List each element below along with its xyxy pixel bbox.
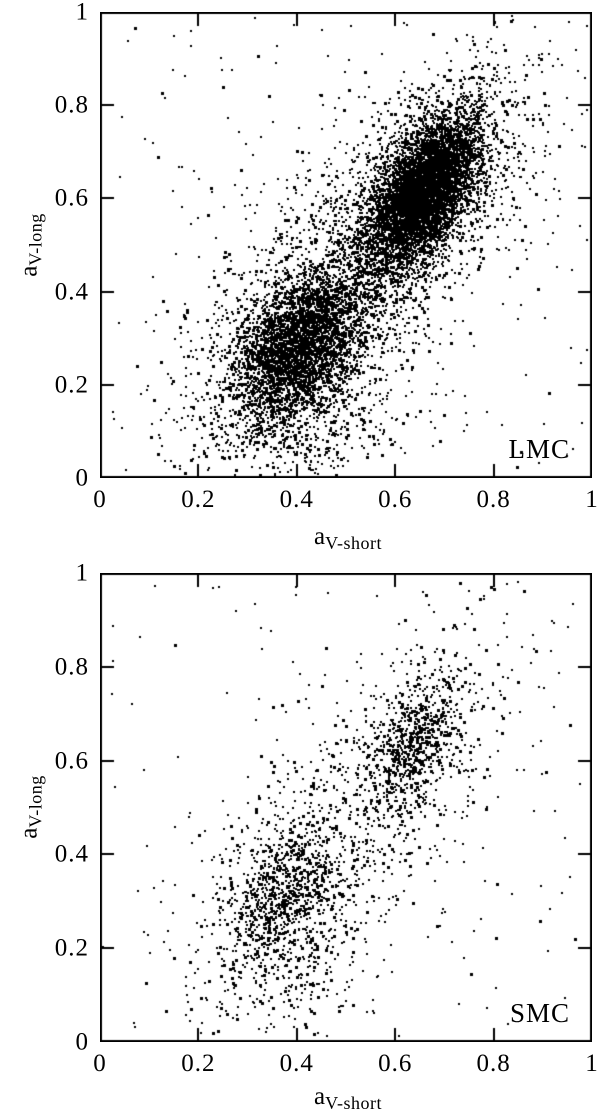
smc-y-axis-label-subscript: V-long	[25, 775, 46, 828]
lmc-x-tick-label-0.6: 0.6	[378, 486, 413, 513]
smc-panel-label: SMC	[509, 998, 570, 1028]
lmc-y-axis-label-subscript: V-long	[25, 213, 46, 266]
lmc-x-axis-label-base: a	[314, 523, 326, 550]
lmc-x-tick-label-0.4: 0.4	[279, 486, 314, 513]
smc-x-tick-label-0.2: 0.2	[181, 1050, 216, 1077]
lmc-x-tick-label-0.2: 0.2	[181, 486, 216, 513]
lmc-y-tick-label-0.6: 0.6	[54, 184, 89, 212]
lmc-scatter-canvas	[100, 12, 592, 478]
lmc-y-tick-label-0.8: 0.8	[54, 91, 89, 119]
smc-scatter-canvas	[100, 573, 592, 1042]
smc-x-axis-label: aV-short	[314, 1083, 382, 1111]
smc-x-tick-label-1: 1	[585, 1050, 599, 1077]
lmc-y-tick-label-0.4: 0.4	[54, 278, 89, 306]
smc-x-tick-label-0.4: 0.4	[279, 1050, 314, 1077]
lmc-y-axis-label: aV-long	[15, 213, 46, 277]
smc-plot-area: SMC 0 0.2 0.4 0.6 0.8 1 0 0.2 0.4 0.6 0.8 1	[55, 561, 598, 1077]
smc-y-tick-label-0.8: 0.8	[54, 653, 89, 681]
smc-y-tick-label-1: 1	[75, 559, 89, 587]
lmc-x-tick-label-1: 1	[585, 486, 599, 513]
smc-x-axis-label-subscript: V-short	[325, 1093, 382, 1111]
smc-y-tick-label-0.6: 0.6	[54, 747, 89, 775]
lmc-panel-label: LMC	[508, 434, 570, 464]
lmc-x-axis-label-subscript: V-short	[325, 533, 382, 554]
smc-y-axis-label: aV-long	[15, 775, 46, 839]
smc-y-axis-label-base: a	[15, 827, 43, 839]
smc-x-tick-label-0.6: 0.6	[378, 1050, 413, 1077]
smc-y-tick-label-0.4: 0.4	[54, 840, 89, 868]
lmc-x-axis-label: aV-short	[314, 523, 382, 552]
lmc-x-tick-label-0: 0	[93, 486, 107, 513]
lmc-y-tick-label-1: 1	[75, 0, 89, 26]
smc-y-tick-label-0: 0	[75, 1028, 89, 1056]
lmc-y-tick-label-0.2: 0.2	[54, 371, 89, 399]
lmc-y-tick-label-0: 0	[75, 464, 89, 492]
smc-x-tick-label-0.8: 0.8	[476, 1050, 511, 1077]
lmc-y-axis-label-base: a	[15, 265, 43, 277]
smc-x-tick-label-0: 0	[93, 1050, 107, 1077]
smc-y-tick-label-0.2: 0.2	[54, 934, 89, 962]
lmc-plot-area: LMC 0 0.2 0.4 0.6 0.8 1 0 0.2 0.4 0.6 0.8 1	[55, 0, 598, 512]
smc-x-axis-label-base: a	[314, 1083, 326, 1110]
lmc-x-tick-label-0.8: 0.8	[476, 486, 511, 513]
